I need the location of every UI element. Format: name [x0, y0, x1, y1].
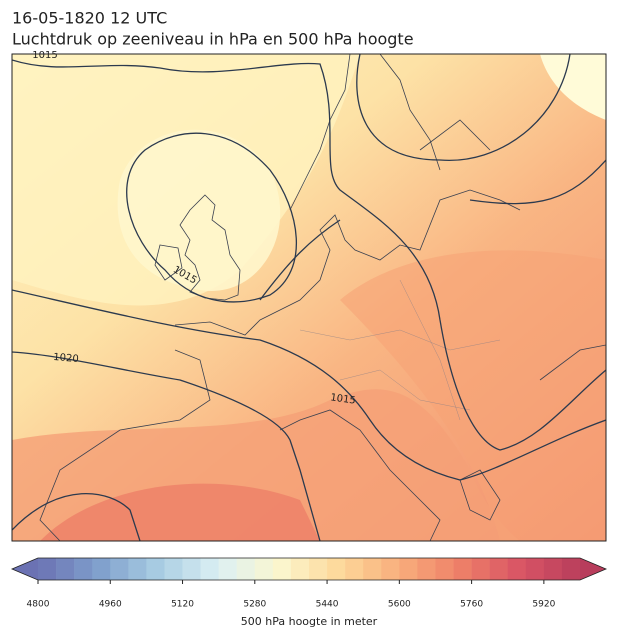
- contour-label: 1015: [32, 50, 57, 61]
- coastline: [174, 189, 521, 336]
- colorbar-tick-label: 5920: [532, 600, 555, 610]
- title: 16-05-1820 12 UTC: [12, 9, 167, 28]
- colorbar-tick-label: 5440: [316, 600, 339, 610]
- colorbar-tick-label: 5120: [171, 600, 194, 610]
- colorbar-cell: [327, 558, 346, 580]
- colorbar-cell: [417, 558, 436, 580]
- subtitle: Luchtdruk op zeeniveau in hPa en 500 hPa…: [12, 30, 414, 49]
- colorbar-cell: [471, 558, 490, 580]
- colorbar-cell: [200, 558, 219, 580]
- colorbar-cell: [236, 558, 256, 580]
- colorbar: 4800 4960 5120 5280 5440 5600 5760 5920 500 hPa …: [10, 557, 608, 628]
- colorbar-cell: [38, 558, 57, 580]
- colorbar-cell: [56, 558, 75, 580]
- map: [12, 54, 606, 541]
- colorbar-cell: [272, 558, 292, 580]
- colorbar-tick-label: 4800: [27, 600, 50, 610]
- colorbar-outline: [10, 557, 608, 581]
- colorbar-cell: [489, 558, 509, 580]
- border: [299, 279, 501, 421]
- colorbar-tick-label: 5600: [388, 600, 411, 610]
- map-frame: [11, 53, 607, 542]
- colorbar-cell: [290, 558, 310, 580]
- colorbar-cell: [381, 558, 400, 580]
- colorbar-cell: [345, 558, 364, 580]
- colorbar-tick-label: 5760: [460, 600, 483, 610]
- field-band: [540, 54, 606, 120]
- contour-label: 1015: [330, 392, 357, 406]
- field-band: [40, 483, 320, 541]
- coastline: [279, 409, 441, 541]
- colorbar-cell: [74, 558, 93, 580]
- colorbar-cell: [525, 558, 545, 580]
- colorbar-label: 500 hPa hoogte in meter: [241, 615, 378, 628]
- colorbar-tick-label: 5280: [243, 600, 266, 610]
- colorbar-cell: [309, 558, 328, 580]
- colorbar-extend-high: [580, 558, 606, 580]
- isobar: [12, 351, 321, 541]
- colorbar-cell: [164, 558, 183, 580]
- colorbar-cell: [561, 558, 581, 580]
- isobar: [126, 132, 298, 303]
- colorbar-cell: [543, 558, 563, 580]
- colorbar-cell: [110, 558, 129, 580]
- field-band: [340, 250, 606, 541]
- coastline: [39, 349, 211, 541]
- colorbar-cell: [399, 558, 418, 580]
- isobar: [12, 289, 606, 481]
- colorbar-cell: [128, 558, 147, 580]
- coastline: [289, 54, 491, 211]
- colorbar-tick-label: 4960: [99, 600, 122, 610]
- colorbar-extend-low: [12, 558, 38, 580]
- isobar: [12, 59, 606, 451]
- colorbar-cell: [218, 558, 238, 580]
- coastline: [459, 344, 606, 521]
- contour-label: 1020: [53, 352, 79, 365]
- isobar: [12, 219, 341, 541]
- isobar: [356, 54, 606, 205]
- colorbar-cell: [182, 558, 201, 580]
- colorbar-cell: [146, 558, 165, 580]
- colorbar-cell: [435, 558, 454, 580]
- colorbar-cell: [453, 558, 472, 580]
- colorbar-cell: [254, 558, 274, 580]
- colorbar-cell: [507, 558, 527, 580]
- colorbar-cell: [363, 558, 382, 580]
- colorbar-cell: [92, 558, 111, 580]
